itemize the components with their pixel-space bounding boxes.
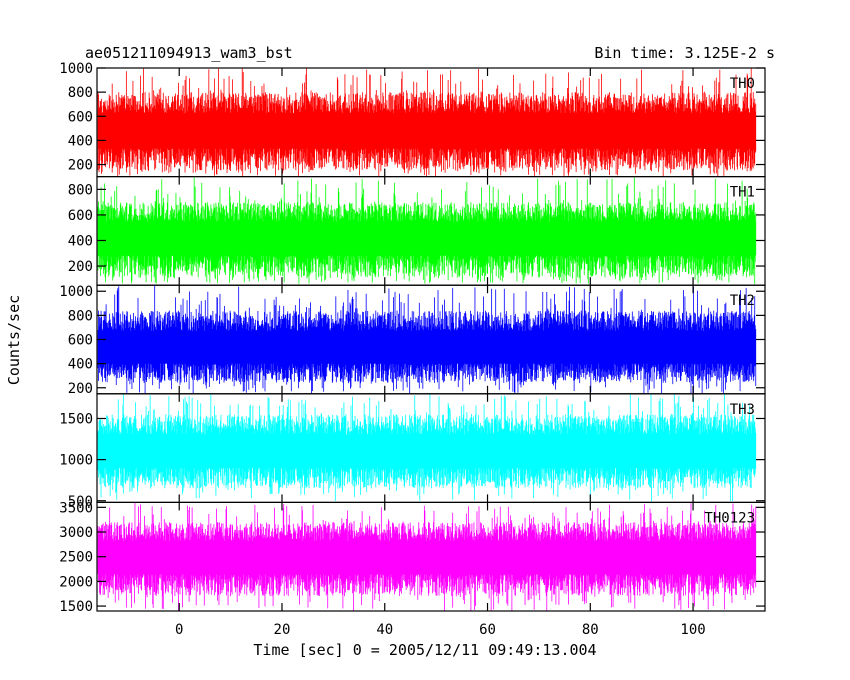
panel-label: TH1 [730, 185, 755, 201]
series-core-th1 [98, 221, 756, 256]
panel-th0: 200 400 600 800 1000 TH0 [59, 61, 766, 178]
y-tick-label: 1000 [59, 284, 93, 300]
panel-label: TH0 [730, 76, 755, 92]
y-tick-label: 1000 [59, 453, 93, 469]
y-tick-label: 600 [68, 109, 93, 125]
y-tick-label: 600 [68, 208, 93, 224]
x-axis-label: Time [sec] 0 = 2005/12/11 09:49:13.004 [253, 641, 596, 659]
y-tick-label: 400 [68, 233, 93, 249]
series-core-th0 [98, 113, 756, 149]
chart-title: ae051211094913_wam3_bst [85, 44, 293, 62]
series-core-th2 [98, 331, 756, 364]
y-tick-label: 500 [68, 494, 93, 510]
x-tick-label: 80 [582, 622, 599, 638]
panels-group: 200 400 600 800 1000 TH0 200 400 600 800 TH1 200 400… [59, 61, 766, 615]
panel-label: TH3 [730, 402, 755, 418]
y-tick-label: 2500 [59, 550, 93, 566]
y-tick-label: 3500 [59, 500, 93, 516]
y-tick-label: 1500 [59, 599, 93, 615]
bin-time-label: Bin time: 3.125E-2 s [594, 44, 775, 62]
series-core-th0123 [98, 541, 756, 575]
panel-label: TH2 [730, 293, 755, 309]
panel-th0123: 1500 2000 2500 3000 3500 TH0123 [59, 500, 766, 615]
x-tick-label: 100 [680, 622, 705, 638]
panel-th3: 500 1000 1500 TH3 [59, 393, 766, 510]
panel-th1: 200 400 600 800 TH1 [68, 176, 766, 286]
y-tick-label: 1500 [59, 411, 93, 427]
y-tick-label: 2000 [59, 574, 93, 590]
y-tick-label: 800 [68, 85, 93, 101]
y-tick-label: 200 [68, 381, 93, 397]
y-tick-label: 1000 [59, 61, 93, 77]
y-tick-label: 400 [68, 357, 93, 373]
y-axis-label: Counts/sec [5, 295, 23, 385]
x-tick-label: 40 [376, 622, 393, 638]
y-tick-label: 3000 [59, 525, 93, 541]
panel-th2: 200 400 600 800 1000 TH2 [59, 284, 766, 397]
y-tick-label: 200 [68, 259, 93, 275]
x-tick-label: 20 [274, 622, 291, 638]
series-core-th3 [98, 434, 756, 469]
panel-label: TH0123 [704, 510, 755, 526]
y-tick-label: 400 [68, 133, 93, 149]
y-tick-label: 800 [68, 308, 93, 324]
y-tick-label: 600 [68, 333, 93, 349]
x-ticks-group: 0 20 40 60 80 100 [175, 622, 706, 638]
y-tick-label: 800 [68, 182, 93, 198]
y-tick-label: 200 [68, 158, 93, 174]
x-tick-label: 0 [175, 622, 183, 638]
x-tick-label: 60 [479, 622, 496, 638]
